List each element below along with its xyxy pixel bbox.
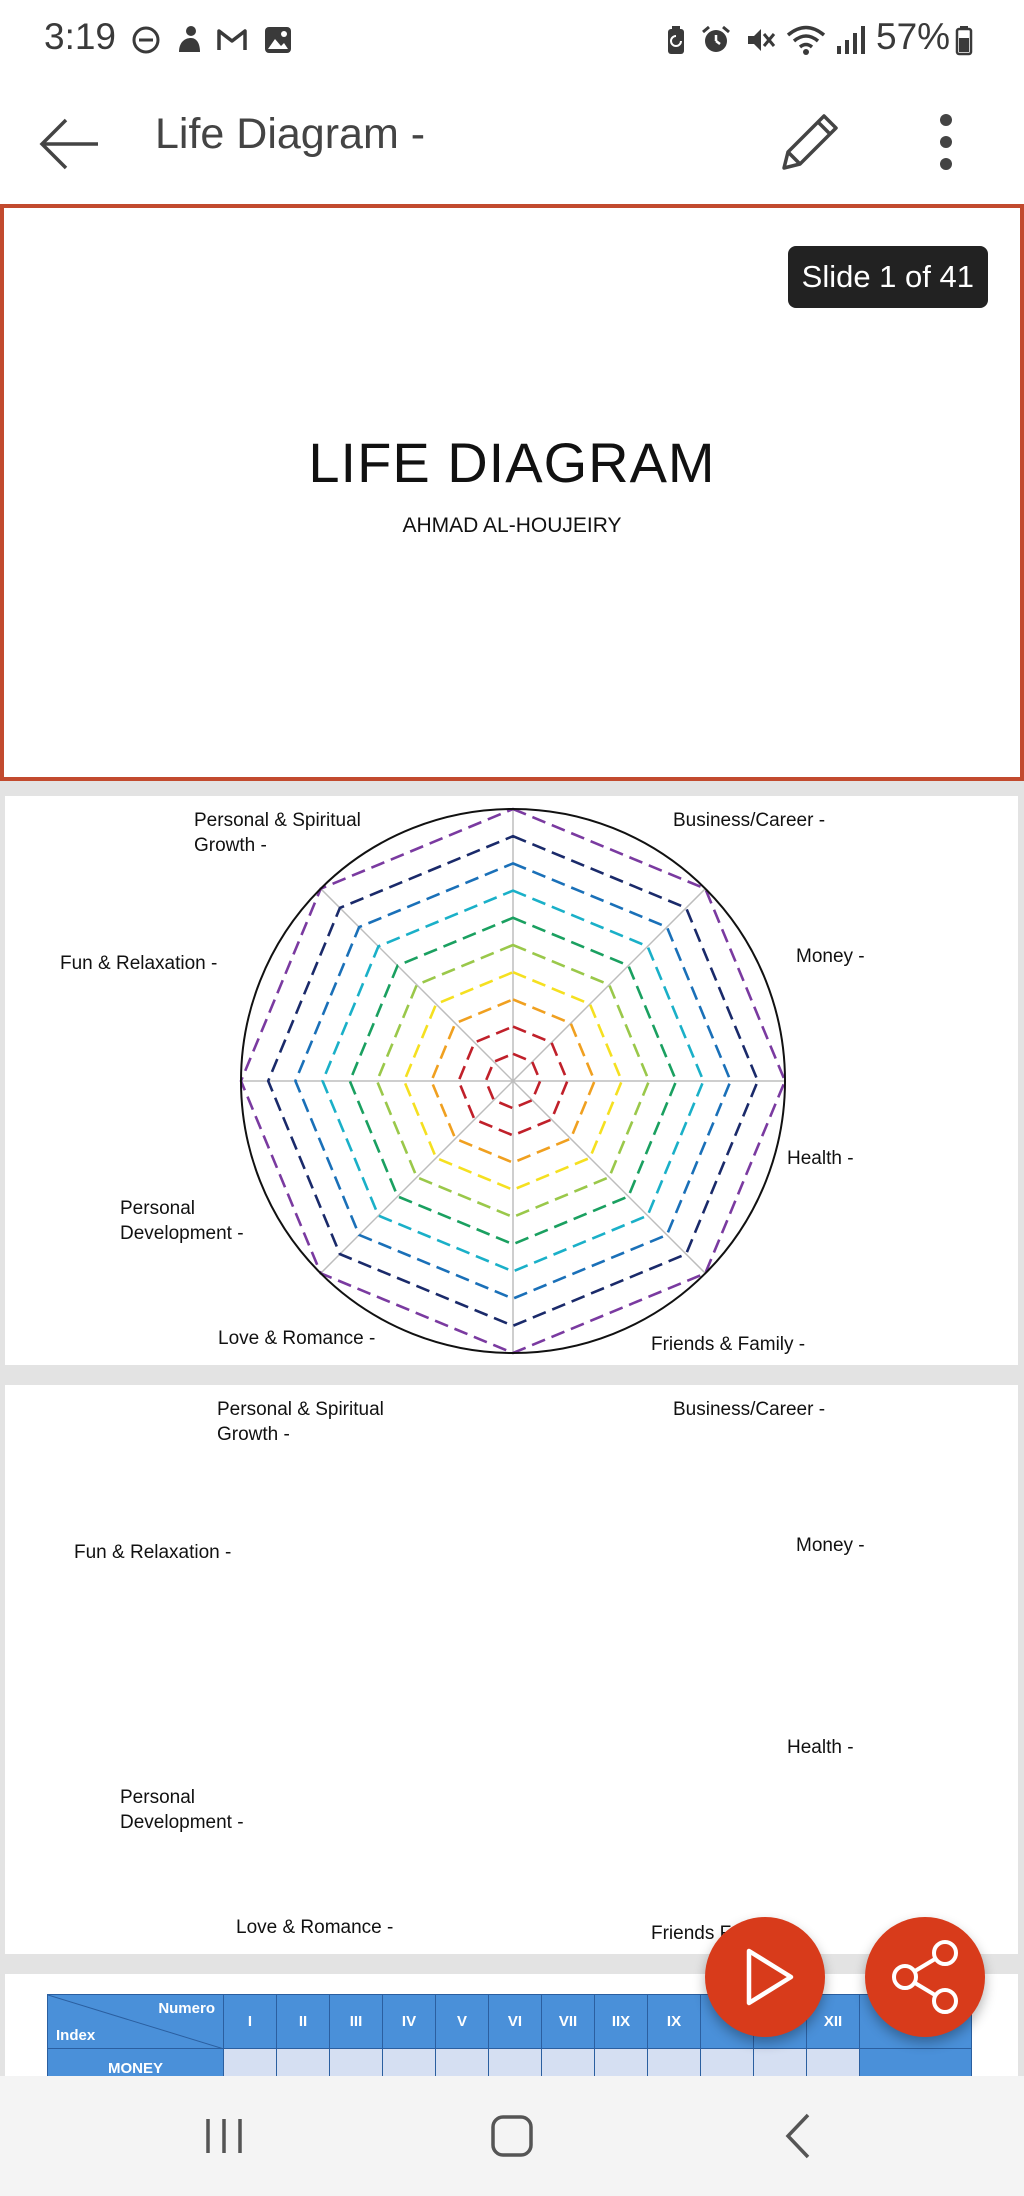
label-money: Money - — [796, 946, 865, 967]
table-column-header: IV — [382, 1994, 436, 2049]
table-column-header: VI — [488, 1994, 542, 2049]
wheel-ring — [375, 943, 651, 1219]
table-cell — [435, 2048, 489, 2076]
label-fun-relaxation: Fun & Relaxation - — [74, 1542, 232, 1563]
life-wheel-diagram — [239, 807, 787, 1355]
table-corner-cell: Numero Index — [47, 1994, 224, 2049]
alarm-icon — [702, 25, 730, 52]
app-bar: Life Diagram - — [0, 80, 1024, 204]
document-title: Life Diagram - — [155, 110, 426, 158]
more-options-button[interactable] — [906, 102, 986, 182]
slides-list[interactable]: Slide 1 of 41 LIFE DIAGRAM AHMAD AL-HOUJ… — [0, 204, 1024, 2076]
wheel-ring — [293, 861, 733, 1301]
status-time: 3:19 — [44, 16, 117, 57]
wheel-ring — [266, 834, 760, 1328]
label-personal-spiritual: Personal & Spiritual Growth - — [217, 1399, 384, 1445]
more-vert-icon — [940, 114, 952, 170]
recent-apps-icon — [206, 2119, 242, 2153]
label-love-romance: Love & Romance - — [218, 1328, 376, 1349]
wheel-ring — [457, 1025, 569, 1137]
table-row: MONEY — [47, 2048, 972, 2076]
label-business-career: Business/Career - — [673, 1399, 826, 1420]
label-business-career: Business/Career - — [673, 810, 826, 831]
back-button[interactable] — [30, 104, 110, 184]
table-cell — [647, 2048, 701, 2076]
slide-subtitle: AHMAD AL-HOUJEIRY — [402, 514, 622, 537]
table-row-header: MONEY — [47, 2048, 224, 2076]
share-button[interactable] — [865, 1917, 985, 2037]
table-cell — [859, 2048, 972, 2076]
wheel-ring — [402, 970, 624, 1192]
slide-thumbnail-1[interactable]: Slide 1 of 41 LIFE DIAGRAM AHMAD AL-HOUJ… — [0, 204, 1024, 781]
label-love-romance: Love & Romance - — [236, 1917, 394, 1938]
table-column-header: V — [435, 1994, 489, 2049]
label-friends-family: Friends & Family - — [651, 1334, 806, 1355]
recent-apps-button[interactable] — [184, 2101, 264, 2171]
share-icon — [892, 1940, 958, 2014]
table-cell — [753, 2048, 807, 2076]
slide-thumbnail-3[interactable]: Personal & Spiritual Growth - Business/Ca… — [5, 1385, 1018, 1954]
table-column-header: VII — [541, 1994, 595, 2049]
label-friends-family: Friends F — [651, 1923, 732, 1944]
table-column-header: III — [329, 1994, 383, 2049]
chevron-left-icon — [785, 2113, 810, 2159]
system-nav-bar — [0, 2076, 1024, 2196]
wheel-ring — [321, 889, 705, 1273]
slide-title: LIFE DIAGRAM — [308, 431, 716, 494]
battery-percentage: 57% — [876, 16, 951, 57]
table-column-header: IX — [647, 1994, 701, 2049]
label-money: Money - — [796, 1535, 865, 1556]
table-cell — [700, 2048, 754, 2076]
home-icon — [491, 2115, 533, 2157]
header-index: Index — [56, 2027, 96, 2044]
wheel-spoke — [320, 888, 514, 1082]
wheel-spoke — [512, 1080, 706, 1274]
table-cell — [806, 2048, 860, 2076]
wheel-ring — [484, 1052, 542, 1110]
dnd-icon — [132, 26, 160, 54]
play-slideshow-button[interactable] — [705, 1917, 825, 2037]
pencil-icon — [782, 114, 838, 170]
status-bar: 3:19 57% — [0, 0, 1024, 80]
slide-thumbnail-2[interactable]: Personal & Spiritual Growth - Business/Ca… — [5, 796, 1018, 1365]
table-cell — [223, 2048, 277, 2076]
table-cell — [329, 2048, 383, 2076]
table-cell — [594, 2048, 648, 2076]
wheel-outer-circle — [240, 808, 786, 1354]
table-column-header: II — [276, 1994, 330, 2049]
label-personal-development: Personal Development - — [120, 1198, 244, 1244]
label-fun-relaxation: Fun & Relaxation - — [60, 953, 218, 974]
gallery-icon — [265, 27, 291, 53]
wheel-spoke — [320, 1080, 514, 1274]
table-column-header: I — [223, 1994, 277, 2049]
battery-icon — [955, 26, 973, 56]
table-cell — [276, 2048, 330, 2076]
label-personal-spiritual: Personal & Spiritual Growth - — [194, 810, 361, 856]
table-cell — [488, 2048, 542, 2076]
wheel-ring — [348, 916, 678, 1246]
gmail-icon — [217, 29, 247, 50]
mute-icon — [748, 29, 776, 51]
table-column-header: IIX — [594, 1994, 648, 2049]
wifi-icon — [786, 25, 826, 55]
slide-thumbnail-4[interactable]: Numero Index I II III IV V VI VII IIX IX… — [5, 1974, 1018, 2076]
index-table: Numero Index I II III IV V VI VII IIX IX… — [47, 1994, 972, 2076]
signal-icon — [837, 26, 865, 54]
play-icon — [746, 1948, 794, 2006]
battery-saver-icon — [668, 26, 684, 54]
edit-button[interactable] — [770, 102, 850, 182]
wheel-spoke — [512, 888, 706, 1082]
back-arrow-icon — [39, 118, 98, 170]
label-personal-development: Personal Development - — [120, 1787, 244, 1833]
table-cell — [382, 2048, 436, 2076]
slide-counter-badge: Slide 1 of 41 — [787, 246, 988, 308]
home-button[interactable] — [472, 2101, 552, 2171]
table-cell — [541, 2048, 595, 2076]
notification-icon — [179, 26, 200, 52]
table-header-row: Numero Index I II III IV V VI VII IIX IX… — [47, 1994, 972, 2049]
label-health: Health - — [787, 1737, 854, 1758]
label-health: Health - — [787, 1148, 854, 1169]
system-back-button[interactable] — [758, 2101, 838, 2171]
header-numero: Numero — [158, 2000, 215, 2017]
